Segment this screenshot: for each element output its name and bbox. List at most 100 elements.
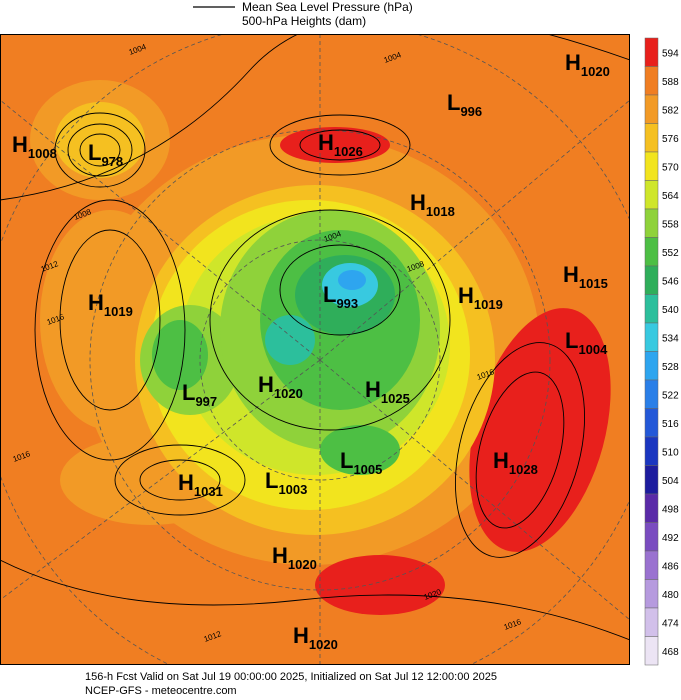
colorbar-label: 474 bbox=[662, 618, 679, 629]
pressure-letter: L bbox=[265, 468, 278, 493]
pressure-value: 1025 bbox=[381, 391, 410, 406]
pressure-letter: L bbox=[182, 380, 195, 405]
pressure-letter: H bbox=[563, 262, 579, 287]
pressure-letter: L bbox=[323, 282, 336, 307]
colorbar-box bbox=[644, 636, 659, 666]
pressure-letter: H bbox=[178, 470, 194, 495]
colorbar-box bbox=[644, 294, 659, 324]
map bbox=[0, 34, 630, 665]
colorbar-label: 540 bbox=[662, 305, 679, 316]
pressure-letter: H bbox=[88, 290, 104, 315]
pressure-value: 993 bbox=[336, 296, 358, 311]
footer-valid: 156-h Fcst Valid on Sat Jul 19 00:00:00 … bbox=[85, 671, 497, 683]
colorbar-label: 522 bbox=[662, 390, 679, 401]
pressure-center: L997 bbox=[182, 380, 217, 409]
colorbar-box bbox=[644, 379, 659, 409]
pressure-value: 1015 bbox=[579, 276, 608, 291]
colorbar-label: 528 bbox=[662, 362, 679, 373]
pressure-center: H1020 bbox=[293, 623, 338, 652]
pressure-center: L1003 bbox=[265, 468, 307, 497]
colorbar-box bbox=[644, 208, 659, 238]
colorbar-box bbox=[644, 522, 659, 552]
pressure-value: 1020 bbox=[581, 64, 610, 79]
pressure-center: H1026 bbox=[318, 130, 363, 159]
pressure-value: 1026 bbox=[334, 144, 363, 159]
pressure-value: 996 bbox=[460, 104, 482, 119]
pressure-letter: H bbox=[365, 377, 381, 402]
pressure-center: H1025 bbox=[365, 377, 410, 406]
legend-fill-label: 500-hPa Heights (dam) bbox=[242, 14, 366, 28]
pressure-value: 1020 bbox=[309, 637, 338, 652]
colorbar-label: 480 bbox=[662, 590, 679, 601]
colorbar-label: 468 bbox=[662, 647, 679, 658]
colorbar-box bbox=[644, 237, 659, 267]
colorbar-label: 552 bbox=[662, 248, 679, 259]
pressure-letter: H bbox=[12, 132, 28, 157]
pressure-value: 1020 bbox=[274, 386, 303, 401]
colorbar-box bbox=[644, 465, 659, 495]
colorbar-box bbox=[644, 265, 659, 295]
colorbar-label: 510 bbox=[662, 447, 679, 458]
pressure-value: 1018 bbox=[426, 204, 455, 219]
colorbar-box bbox=[644, 94, 659, 124]
pressure-value: 1019 bbox=[474, 297, 503, 312]
footer-source: NCEP-GFS - meteocentre.com bbox=[85, 685, 237, 697]
pressure-center: L993 bbox=[323, 282, 358, 311]
pressure-letter: H bbox=[293, 623, 309, 648]
colorbar-box bbox=[644, 408, 659, 438]
pressure-letter: H bbox=[493, 448, 509, 473]
pressure-letter: L bbox=[88, 140, 101, 165]
pressure-value: 1019 bbox=[104, 304, 133, 319]
pressure-value: 1008 bbox=[28, 146, 57, 161]
pressure-value: 1005 bbox=[353, 462, 382, 477]
pressure-value: 1031 bbox=[194, 484, 223, 499]
map-frame bbox=[0, 34, 630, 665]
pressure-value: 1020 bbox=[288, 557, 317, 572]
pressure-letter: L bbox=[565, 328, 578, 353]
colorbar-box bbox=[644, 607, 659, 637]
pressure-letter: L bbox=[447, 90, 460, 115]
pressure-center: H1018 bbox=[410, 190, 455, 219]
colorbar-box bbox=[644, 436, 659, 466]
colorbar-label: 594 bbox=[662, 48, 679, 59]
colorbar-box bbox=[644, 493, 659, 523]
pressure-center: H1019 bbox=[458, 283, 503, 312]
pressure-center: L978 bbox=[88, 140, 123, 169]
colorbar-label: 582 bbox=[662, 105, 679, 116]
colorbar-box bbox=[644, 322, 659, 352]
pressure-value: 1004 bbox=[578, 342, 608, 357]
pressure-letter: H bbox=[565, 50, 581, 75]
colorbar-box bbox=[644, 37, 659, 67]
pressure-value: 1028 bbox=[509, 462, 538, 477]
pressure-letter: H bbox=[318, 130, 334, 155]
pressure-center: L1005 bbox=[340, 448, 382, 477]
pressure-letter: L bbox=[340, 448, 353, 473]
colorbar-label: 564 bbox=[662, 191, 679, 202]
pressure-center: H1008 bbox=[12, 132, 57, 161]
pressure-value: 1003 bbox=[278, 482, 307, 497]
colorbar-label: 576 bbox=[662, 134, 679, 145]
pressure-letter: H bbox=[272, 543, 288, 568]
colorbar-label: 546 bbox=[662, 276, 679, 287]
colorbar-box bbox=[644, 351, 659, 381]
pressure-letter: H bbox=[258, 372, 274, 397]
colorbar-box bbox=[644, 66, 659, 96]
colorbar-label: 588 bbox=[662, 77, 679, 88]
colorbar-box bbox=[644, 123, 659, 153]
colorbar-label: 498 bbox=[662, 504, 679, 515]
pressure-letter: H bbox=[458, 283, 474, 308]
pressure-center: H1028 bbox=[493, 448, 538, 477]
colorbar-label: 570 bbox=[662, 162, 679, 173]
pressure-center: H1020 bbox=[272, 543, 317, 572]
pressure-letter: H bbox=[410, 190, 426, 215]
pressure-center: H1015 bbox=[563, 262, 608, 291]
colorbar-label: 486 bbox=[662, 561, 679, 572]
colorbar-box bbox=[644, 550, 659, 580]
colorbar-label: 516 bbox=[662, 419, 679, 430]
colorbar-label: 534 bbox=[662, 333, 679, 344]
colorbar-label: 558 bbox=[662, 219, 679, 230]
colorbar-box bbox=[644, 151, 659, 181]
pressure-center: H1031 bbox=[178, 470, 223, 499]
